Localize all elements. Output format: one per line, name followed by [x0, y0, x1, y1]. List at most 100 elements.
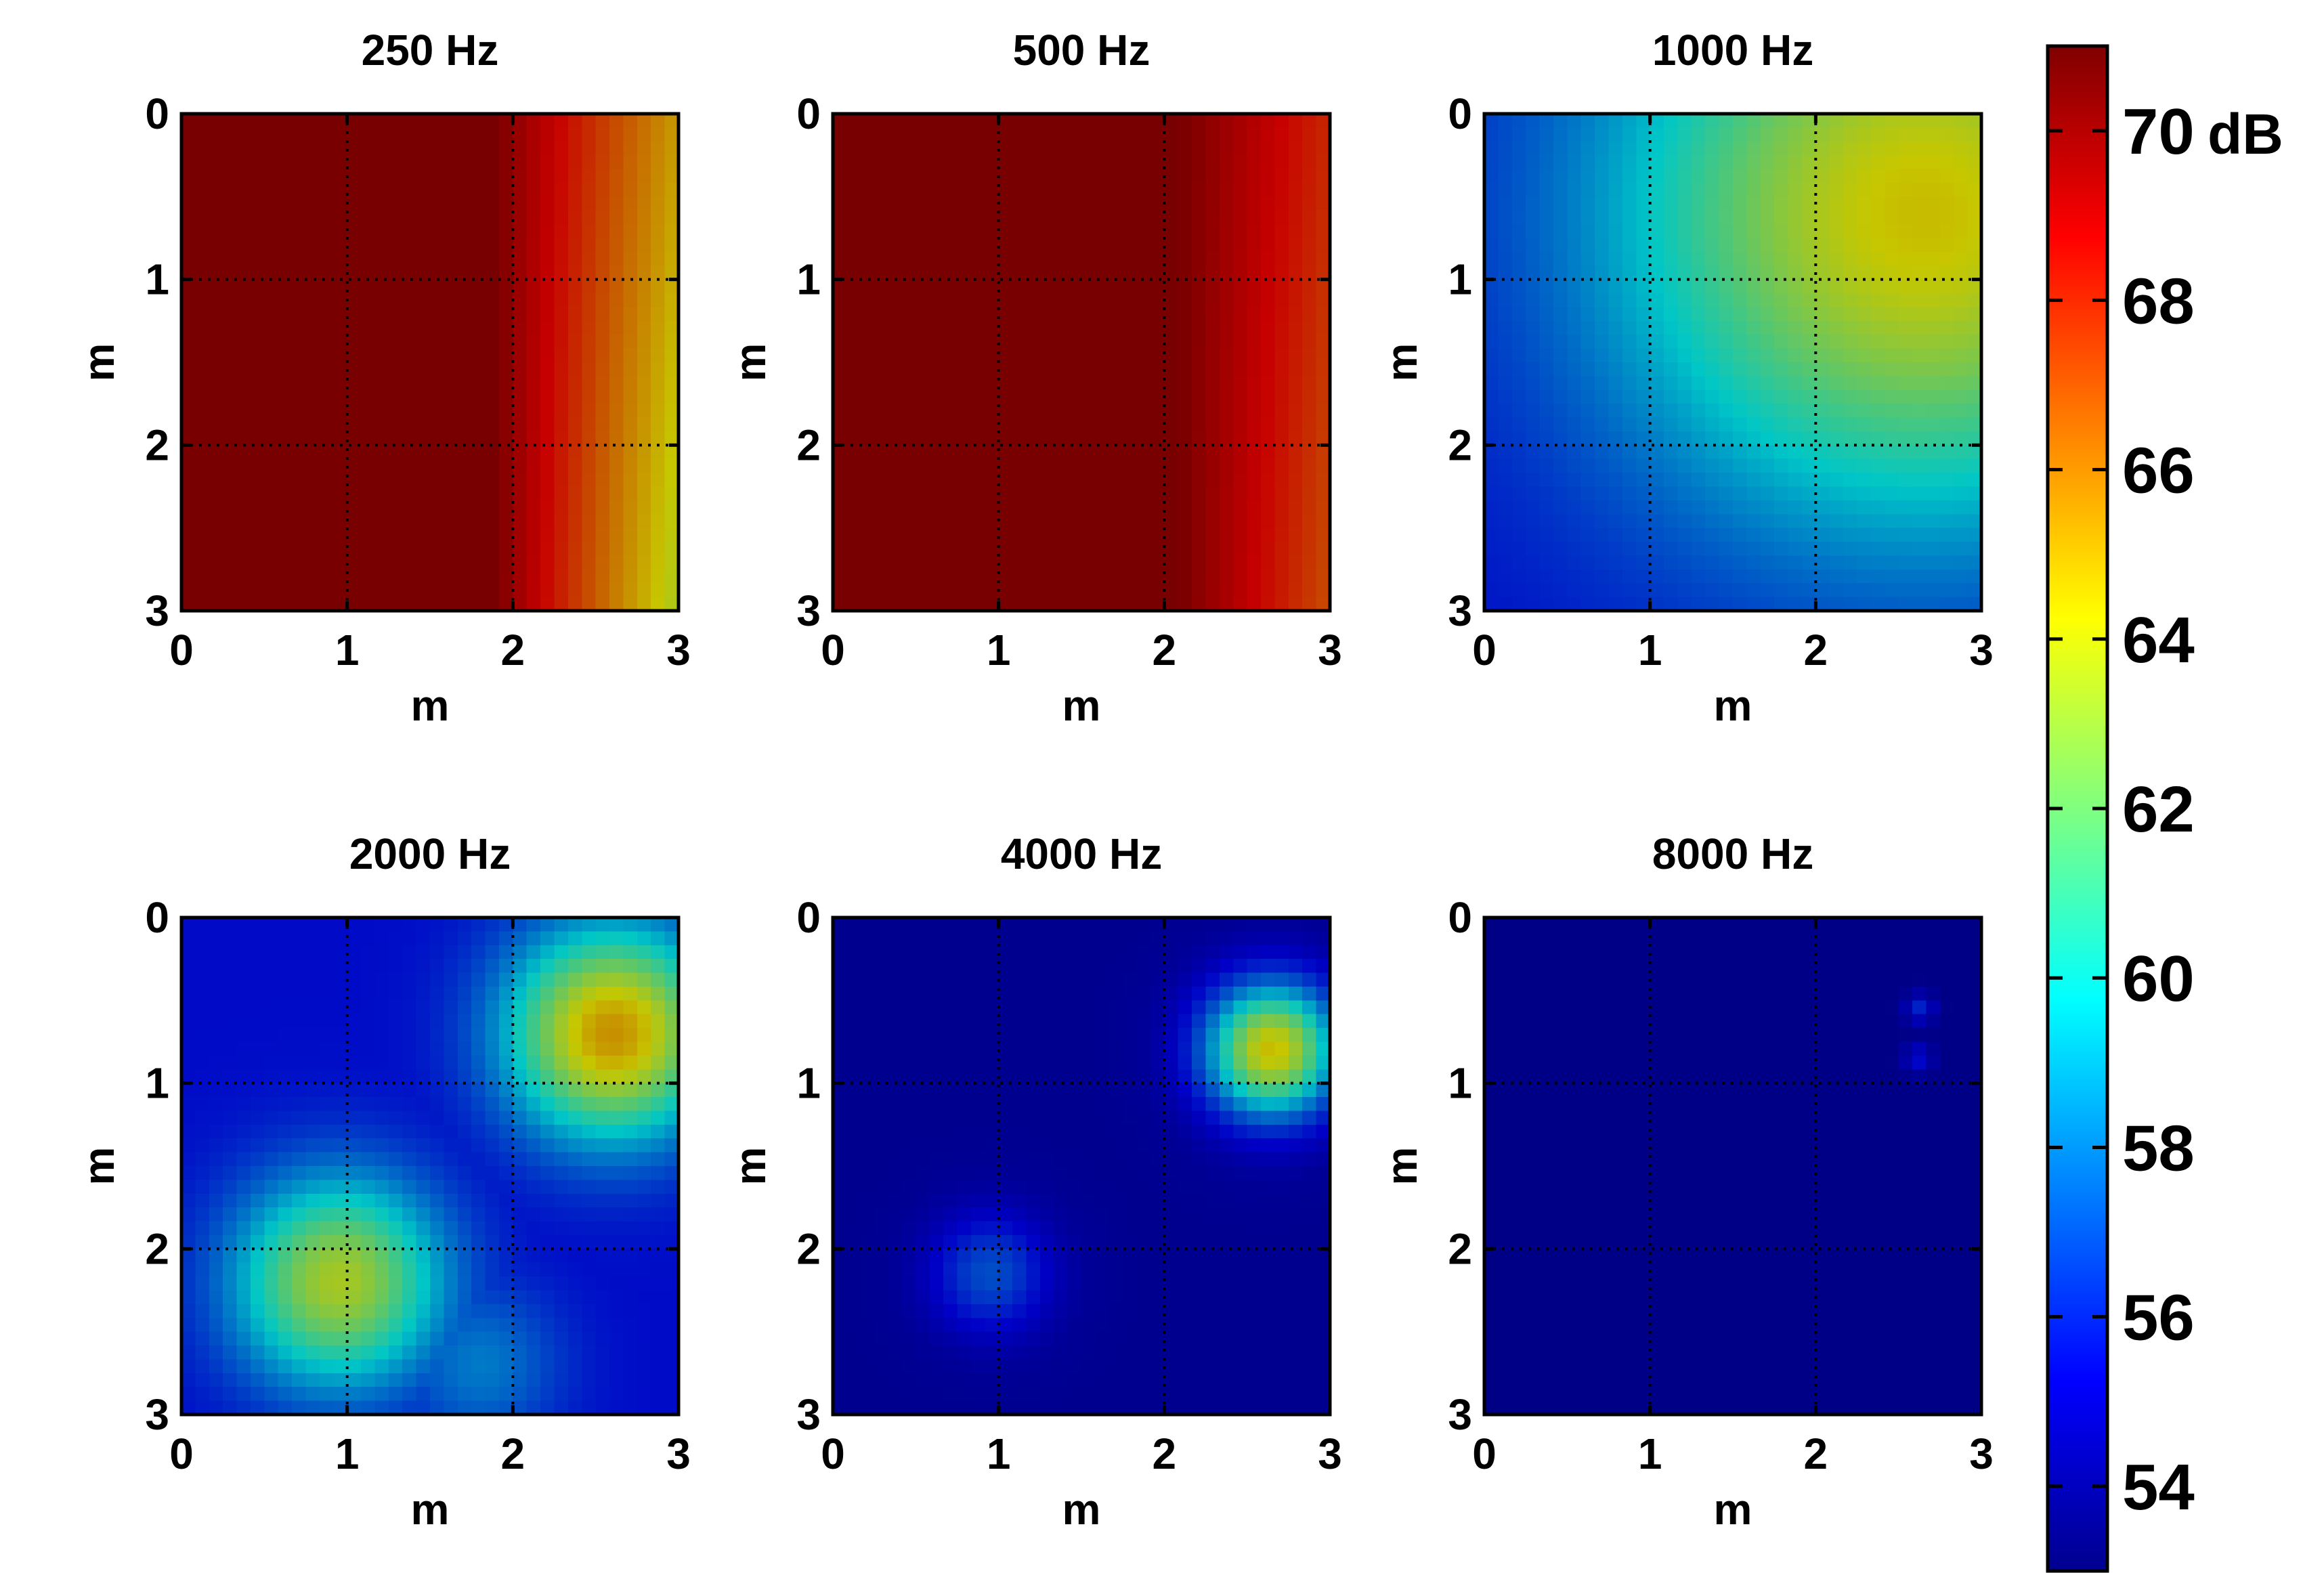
heatmap-cell — [319, 169, 334, 184]
heatmap-cell — [554, 155, 569, 170]
heatmap-cell — [457, 141, 472, 156]
heatmap-cell — [292, 169, 307, 184]
heatmap-cell — [513, 265, 528, 280]
heatmap-cell — [209, 210, 223, 225]
heatmap-cell — [292, 114, 307, 128]
heatmap-cell — [540, 238, 555, 253]
heatmap-cell — [430, 155, 444, 170]
heatmap-cell — [374, 251, 389, 266]
heatmap-cell — [292, 238, 307, 253]
heatmap-cell — [278, 169, 293, 184]
heatmap-cell — [388, 238, 403, 253]
heatmap-cell — [582, 155, 597, 170]
heatmap-cell — [361, 265, 376, 280]
heatmap-cell — [430, 114, 444, 128]
heatmap-cell — [471, 141, 486, 156]
heatmap-cell — [264, 169, 279, 184]
heatmap-cell — [195, 127, 210, 142]
heatmap-cell — [623, 141, 638, 156]
heatmap-cell — [651, 224, 666, 239]
x-tick-label: 0 — [821, 626, 845, 674]
heatmap-cell — [567, 141, 582, 156]
heatmap-cell — [485, 265, 500, 280]
heatmap-cell — [416, 155, 431, 170]
heatmap-cell — [623, 155, 638, 170]
heatmap-cell — [651, 155, 666, 170]
heatmap-cell — [319, 196, 334, 211]
panel-title: 500 Hz — [1013, 26, 1150, 74]
heatmap-cell — [430, 265, 444, 280]
heatmap-cell — [361, 182, 376, 197]
heatmap-cell — [264, 155, 279, 170]
heatmap-cell — [637, 141, 651, 156]
heatmap-cell — [457, 224, 472, 239]
heatmap-cell — [637, 127, 651, 142]
heatmap-cell — [457, 251, 472, 266]
heatmap-cell — [554, 169, 569, 184]
heatmap-cell — [195, 196, 210, 211]
heatmap-cell — [664, 141, 679, 156]
heatmap-cell — [374, 210, 389, 225]
heatmap-cell — [416, 224, 431, 239]
heatmap-cell — [292, 196, 307, 211]
heatmap-cell — [567, 169, 582, 184]
heatmap-cell — [444, 155, 458, 170]
heatmap-cell — [347, 141, 362, 156]
heatmap-cell — [554, 265, 569, 280]
heatmap-cell — [609, 169, 624, 184]
heatmap-cell — [388, 114, 403, 128]
heatmap-cell — [595, 251, 610, 266]
heatmap-cell — [444, 196, 458, 211]
heatmap-cell — [664, 127, 679, 142]
heatmap-cell — [582, 265, 597, 280]
heatmap-cell — [361, 224, 376, 239]
heatmap-cell — [498, 224, 513, 239]
x-tick-label: 1 — [987, 626, 1011, 674]
heatmap-cell — [305, 155, 320, 170]
heatmap-cell — [554, 182, 569, 197]
heatmap-cell — [471, 196, 486, 211]
heatmap-cell — [457, 155, 472, 170]
heatmap-cell — [292, 251, 307, 266]
heatmap-cell — [278, 224, 293, 239]
heatmap-cell — [582, 251, 597, 266]
y-tick-label: 1 — [145, 255, 169, 304]
heatmap-cell — [236, 141, 251, 156]
heatmap-cell — [305, 169, 320, 184]
heatmap-cell — [471, 182, 486, 197]
heatmap-cell — [485, 127, 500, 142]
heatmap-cell — [181, 210, 196, 225]
heatmap-cell — [264, 224, 279, 239]
heatmap-cell — [209, 114, 223, 128]
heatmap-cell — [209, 196, 223, 211]
heatmap-cell — [223, 114, 238, 128]
heatmap-cell — [623, 251, 638, 266]
heatmap-cell — [651, 182, 666, 197]
heatmap-cell — [664, 224, 679, 239]
heatmap-cell — [595, 114, 610, 128]
heatmap-cell — [347, 182, 362, 197]
heatmap-cell — [623, 114, 638, 128]
heatmap-cell — [209, 182, 223, 197]
y-tick-label: 2 — [796, 421, 821, 469]
heatmap-cell — [609, 182, 624, 197]
heatmap-cell — [319, 210, 334, 225]
heatmap-cell — [416, 251, 431, 266]
photo-dim-overlay — [833, 114, 1330, 611]
heatmap-cell — [485, 141, 500, 156]
heatmap-cell — [513, 196, 528, 211]
heatmap-cell — [181, 169, 196, 184]
heatmap-cell — [374, 169, 389, 184]
heatmap-cell — [250, 224, 265, 239]
heatmap-cell — [209, 141, 223, 156]
heatmap-cell — [567, 196, 582, 211]
heatmap-cell — [416, 196, 431, 211]
heatmap-cell — [388, 210, 403, 225]
heatmap-cell — [195, 169, 210, 184]
x-axis-label: m — [411, 681, 450, 730]
heatmap-cell — [361, 155, 376, 170]
heatmap-cell — [264, 265, 279, 280]
heatmap-cell — [416, 169, 431, 184]
heatmap-cell — [457, 196, 472, 211]
